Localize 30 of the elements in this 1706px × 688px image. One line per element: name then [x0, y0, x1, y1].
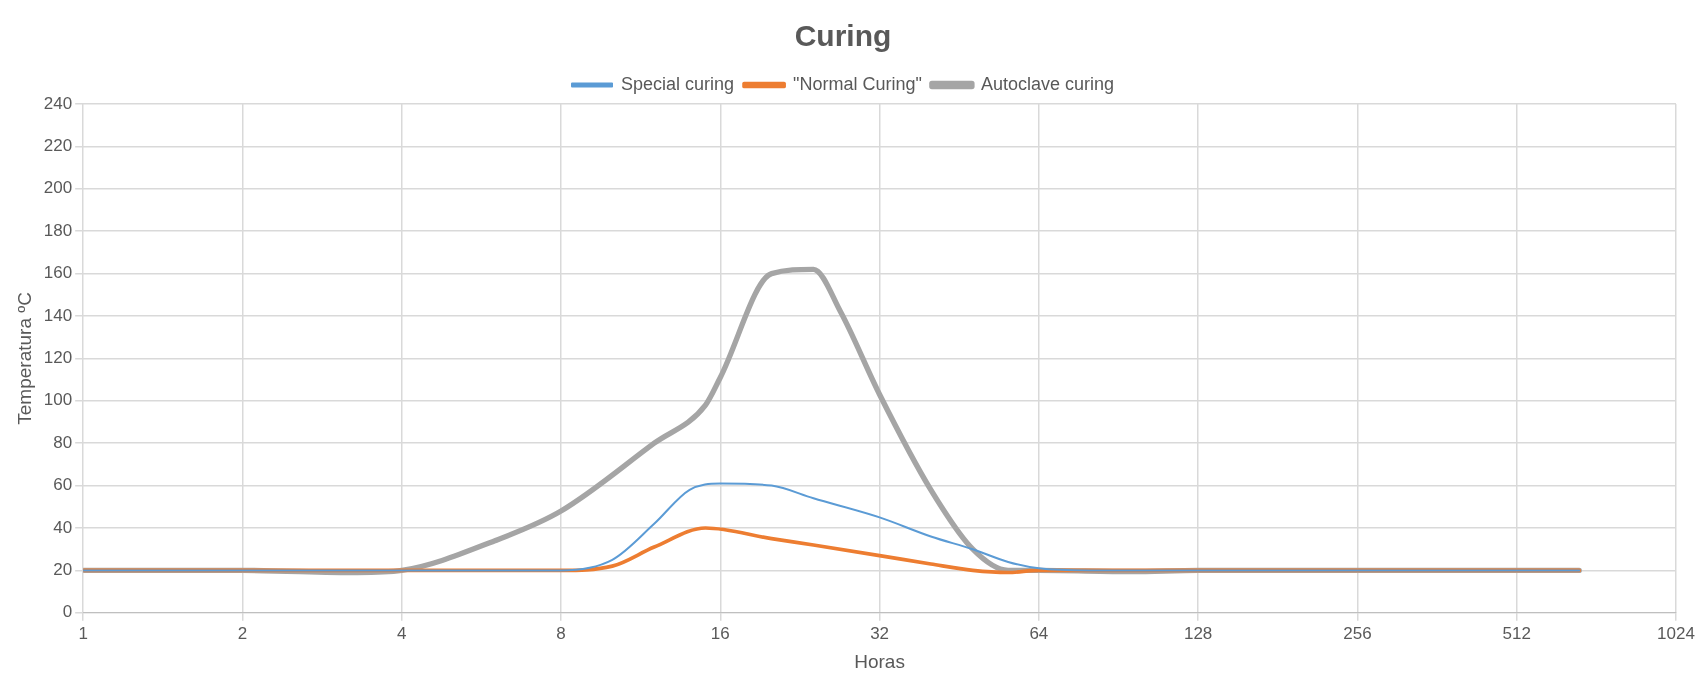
- x-tick-label: 64: [1029, 623, 1049, 643]
- y-tick-label: 140: [43, 305, 73, 325]
- x-tick-label: 256: [1343, 623, 1372, 643]
- x-tick-label: 16: [710, 623, 730, 643]
- x-tick-label: 8: [556, 623, 566, 643]
- x-axis-title: Horas: [854, 650, 905, 672]
- y-tick-label: 200: [43, 178, 73, 198]
- y-tick-label: 20: [53, 560, 73, 580]
- y-tick-label: 0: [62, 602, 73, 622]
- x-tick-label: 512: [1502, 623, 1531, 643]
- legend-label: "Normal Curing": [793, 73, 922, 94]
- y-tick-label: 240: [43, 93, 73, 113]
- legend-label: Autoclave curing: [980, 73, 1114, 94]
- y-tick-label: 80: [53, 432, 73, 452]
- y-axis-title: Temperatura ºC: [13, 292, 35, 425]
- y-tick-label: 100: [43, 390, 73, 410]
- y-tick-label: 60: [53, 475, 73, 495]
- x-tick-label: 1: [78, 623, 88, 643]
- y-tick-label: 220: [43, 136, 73, 156]
- x-tick-label: 2: [237, 623, 248, 643]
- x-tick-label: 32: [870, 623, 890, 643]
- legend-label: Special curing: [621, 73, 735, 94]
- y-tick-label: 120: [43, 348, 73, 368]
- y-tick-label: 180: [43, 220, 73, 240]
- x-tick-label: 1024: [1657, 623, 1695, 643]
- x-tick-label: 128: [1183, 623, 1213, 643]
- y-tick-label: 160: [43, 263, 73, 283]
- chart-title: Curing: [794, 19, 892, 53]
- y-tick-label: 40: [53, 517, 73, 537]
- x-tick-label: 4: [397, 623, 407, 643]
